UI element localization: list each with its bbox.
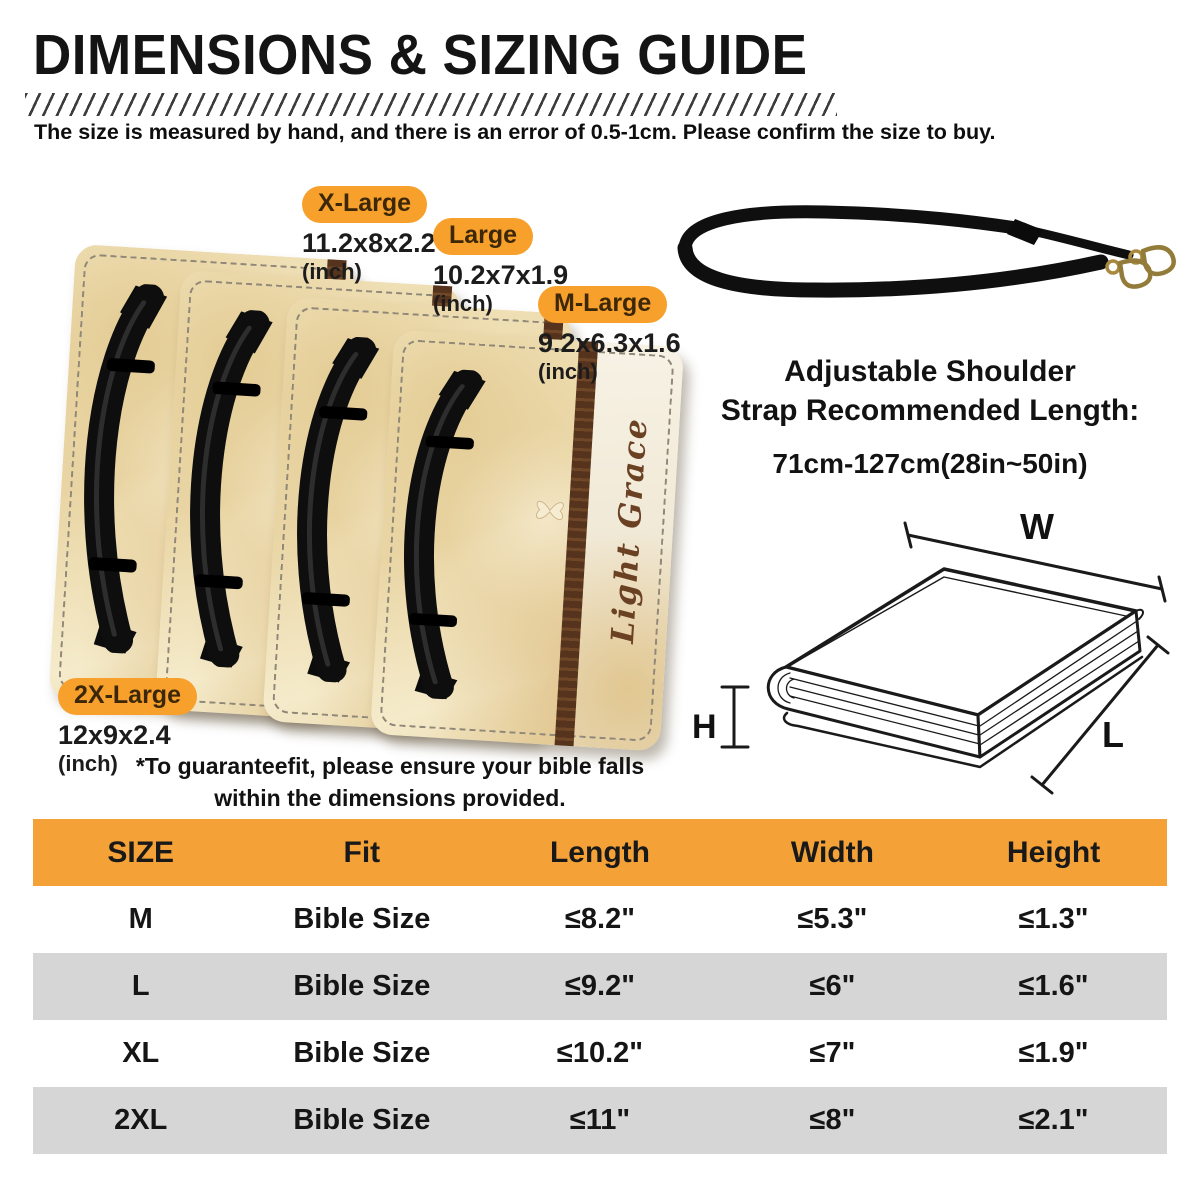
cell-height: ≤2.1" [1018,1104,1089,1136]
col-header-width: Width [790,835,874,869]
size-unit: (inch) [302,259,362,284]
size-tag-x-large: X-Large 11.2x8x2.2 (inch) [302,186,436,285]
strap-adjuster [1007,219,1043,245]
cell-size: 2XL [114,1104,168,1136]
cell-width: ≤5.3" [797,903,868,935]
size-table: SIZE Fit Length Width Height M Bible Siz… [33,819,1167,1154]
table-row-xl: XL Bible Size ≤10.2" ≤7" ≤1.9" [33,1020,1167,1087]
cell-length: ≤8.2" [564,903,635,935]
bible-cover-2x-large [48,243,356,716]
cell-height: ≤1.3" [1018,903,1089,935]
table-row-l: L Bible Size ≤9.2" ≤6" ≤1.6" [33,953,1167,1020]
diagram-length-label: L [1102,714,1124,755]
size-dimensions: 9.2x6.3x1.6 [538,328,681,358]
cell-fit: Bible Size [293,1037,431,1069]
shoulder-strap-illustration [677,205,1176,298]
handle-icon [190,309,273,669]
fit-note-line1: *To guaranteefit, please ensure your bib… [135,753,645,779]
cell-length: ≤9.2" [564,970,635,1002]
strap-heading-line1: Adjustable Shoulder [784,355,1076,388]
fit-note-line2: within the dimensions provided. [214,785,566,811]
page-title: DIMENSIONS & SIZING GUIDE [33,23,808,87]
col-header-height: Height [1006,835,1101,869]
cell-width: ≤8" [809,1104,856,1136]
table-row-2xl: 2XL Bible Size ≤11" ≤8" ≤2.1" [33,1087,1167,1154]
size-tag-large: Large 10.2x7x1.9 (inch) [433,218,568,317]
size-dimensions: 10.2x7x1.9 [433,260,569,290]
cell-fit: Bible Size [293,970,431,1002]
size-unit: (inch) [433,291,493,316]
cell-height: ≤1.9" [1018,1037,1089,1069]
col-header-length: Length [549,835,650,869]
table-header-row: SIZE Fit Length Width Height [33,819,1167,886]
page-subtitle: The size is measured by hand, and there … [34,120,996,144]
cell-fit: Bible Size [293,1104,431,1136]
handle-icon [404,369,486,700]
size-badge: 2X-Large [58,678,197,715]
diagram-height-label: H [692,708,717,746]
butterfly-icon [536,501,564,521]
book-dimension-diagram: W H L [692,506,1170,795]
size-tag-m-large: M-Large 9.2x6.3x1.6 (inch) [538,286,681,385]
cell-width: ≤7" [809,1037,856,1069]
strap-heading-line2: Strap Recommended Length: [720,394,1140,427]
size-badge: M-Large [538,286,668,323]
cell-width: ≤6" [809,970,856,1002]
fit-note: *To guaranteefit, please ensure your bib… [130,750,650,814]
cell-fit: Bible Size [293,903,431,935]
strap-heading: Adjustable Shoulder Strap Recommended Le… [688,352,1172,430]
size-dimensions: 12x9x2.4 [58,720,171,750]
size-badge: Large [433,218,534,255]
size-badge: X-Large [302,186,428,223]
col-header-size: SIZE [107,835,175,869]
strap-length: 71cm-127cm(28in~50in) [772,448,1088,479]
table-row-m: M Bible Size ≤8.2" ≤5.3" ≤1.3" [33,886,1167,953]
handle-icon [84,283,168,655]
size-tag-2x-large: 2X-Large 12x9x2.4 (inch) [58,678,197,777]
size-dimensions: 11.2x8x2.2 [302,228,436,258]
diagram-width-label: W [1020,506,1054,547]
cell-height: ≤1.6" [1018,970,1089,1002]
cell-length: ≤10.2" [556,1037,644,1069]
handle-icon [297,336,380,683]
strap-clasp-icon [1117,258,1153,289]
size-unit: (inch) [538,359,598,384]
cell-size: M [128,903,153,935]
cell-size: XL [122,1037,160,1069]
hatch-divider [25,93,837,116]
cell-size: L [131,970,150,1002]
col-header-fit: Fit [343,835,381,869]
cell-length: ≤11" [569,1104,631,1136]
size-unit: (inch) [58,751,118,776]
bible-cover-m-large: Light Grace [369,329,685,752]
